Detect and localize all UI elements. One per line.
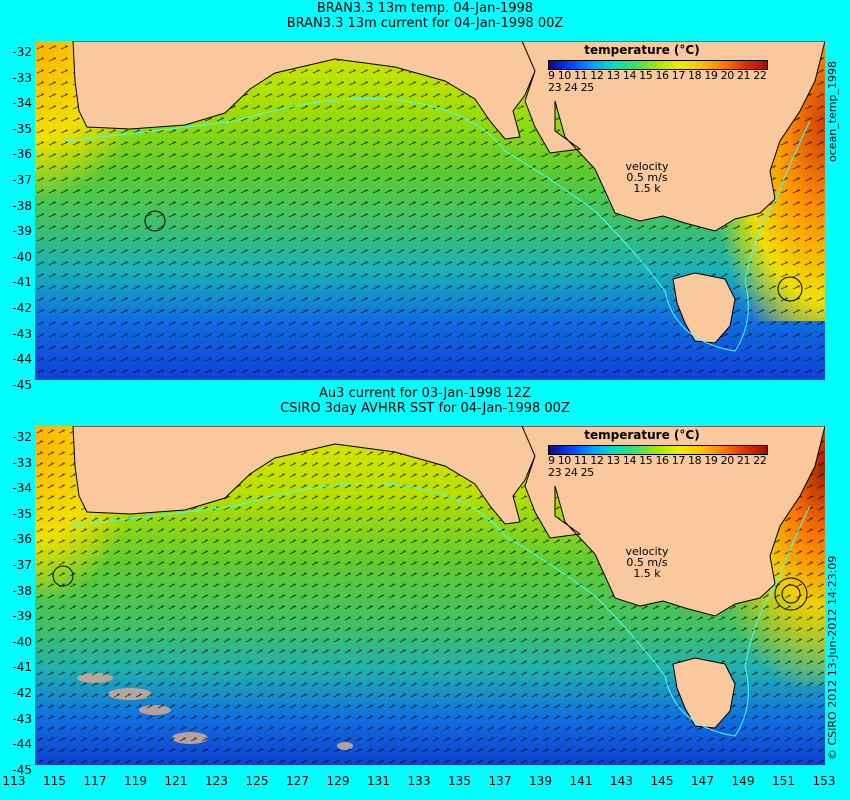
longitude-tick-label: 119 [124, 774, 147, 788]
longitude-tick-label: 115 [43, 774, 66, 788]
longitude-tick-label: 145 [650, 774, 674, 788]
velocity-knots: 1.5 k [633, 567, 661, 580]
tasmania [672, 657, 736, 729]
latitude-tick-label: -45 [12, 762, 32, 777]
latitude-tick-label: -32 [12, 45, 32, 59]
longitude-tick-label: 149 [731, 774, 755, 788]
longitude-tick-label: 123 [205, 774, 228, 788]
bottom-temperature-legend: temperature (°C) 9 10 11 12 13 14 15 16 … [512, 429, 772, 479]
bottom-velocity-key: velocity 0.5 m/s 1.5 k [617, 546, 677, 579]
velocity-label: velocity [625, 160, 669, 173]
longitude-tick-label: 153 [812, 774, 836, 788]
latitude-tick-label: -34 [12, 96, 32, 111]
latitude-tick-label: -41 [12, 660, 32, 675]
bottom-map-svg [35, 426, 825, 765]
legend-colorbar [548, 445, 768, 455]
longitude-tick-label: 125 [245, 774, 269, 788]
longitude-tick-label: 147 [691, 774, 714, 788]
latitude-tick-label: -43 [12, 326, 32, 341]
top-map-panel[interactable] [35, 41, 825, 380]
top-temperature-legend: temperature (°C) 9 10 11 12 13 14 15 16 … [512, 44, 772, 94]
top-side-label: ocean_temp_1998 [826, 60, 839, 162]
bottom-map-panel[interactable] [35, 426, 825, 765]
longitude-tick-label: 127 [286, 774, 309, 788]
latitude-tick-label: -36 [12, 532, 32, 547]
tasmania [672, 272, 736, 344]
latitude-tick-label: -32 [12, 430, 32, 444]
bottom-title-line2: CSIRO 3day AVHRR SST for 04-Jan-1998 00Z [280, 401, 570, 416]
latitude-tick-label: -37 [12, 558, 32, 572]
latitude-tick-label: -39 [12, 609, 32, 624]
latitude-tick-label: -45 [12, 377, 32, 392]
longitude-tick-label: 117 [83, 774, 107, 788]
latitude-tick-label: -34 [12, 481, 32, 496]
legend-ticks: 9 10 11 12 13 14 15 16 17 18 19 20 21 22… [548, 454, 767, 479]
velocity-speed: 0.5 m/s [626, 556, 668, 569]
longitude-tick-label: 139 [529, 774, 552, 788]
latitude-tick-label: -33 [12, 455, 32, 470]
longitude-tick-label: 143 [610, 774, 633, 788]
legend-title: temperature (°C) [584, 428, 700, 442]
longitude-tick-label: 133 [407, 774, 431, 788]
top-velocity-key: velocity 0.5 m/s 1.5 k [617, 161, 677, 194]
velocity-knots: 1.5 k [633, 182, 661, 195]
bottom-title-line1: Au3 current for 03-Jan-1998 12Z [319, 386, 531, 401]
legend-ticks: 9 10 11 12 13 14 15 16 17 18 19 20 21 22… [548, 69, 767, 94]
top-title-line1: BRAN3.3 13m temp. 04-Jan-1998 [316, 1, 534, 16]
longitude-tick-label: 135 [448, 774, 471, 788]
longitude-tick-label: 113 [2, 774, 26, 788]
mainland-australia-east [521, 426, 825, 617]
latitude-tick-label: -42 [12, 686, 32, 700]
latitude-tick-label: -41 [12, 275, 32, 290]
velocity-label: velocity [625, 545, 669, 558]
latitude-tick-label: -38 [12, 198, 32, 213]
longitude-tick-label: 131 [367, 774, 390, 788]
top-map-svg [35, 41, 825, 380]
mainland-australia [72, 426, 536, 525]
latitude-tick-label: -35 [12, 121, 32, 136]
latitude-tick-label: -33 [12, 70, 32, 85]
longitude-tick-label: 151 [772, 774, 795, 788]
bottom-side-label: © CSIRO 2012 13-Jun-2012 14:23:09 [826, 555, 839, 760]
latitude-tick-label: -36 [12, 147, 32, 162]
latitude-tick-label: -40 [12, 249, 32, 264]
longitude-tick-label: 129 [326, 774, 350, 788]
latitude-tick-label: -37 [12, 173, 32, 187]
longitude-tick-label: 121 [164, 774, 188, 788]
longitude-tick-label: 137 [488, 774, 512, 788]
latitude-tick-label: -38 [12, 583, 32, 598]
latitude-tick-label: -35 [12, 506, 32, 521]
mainland-australia [72, 41, 536, 140]
legend-title: temperature (°C) [584, 43, 700, 57]
velocity-speed: 0.5 m/s [626, 171, 668, 184]
mainland-australia-east [521, 41, 825, 232]
latitude-tick-label: -39 [12, 224, 32, 239]
latitude-tick-label: -44 [12, 352, 32, 367]
top-title-line2: BRAN3.3 13m current for 04-Jan-1998 00Z [286, 16, 564, 31]
latitude-tick-label: -43 [12, 711, 32, 726]
latitude-tick-label: -40 [12, 634, 32, 649]
latitude-tick-label: -42 [12, 301, 32, 315]
longitude-tick-label: 141 [569, 774, 593, 788]
legend-colorbar [548, 60, 768, 70]
latitude-tick-label: -44 [12, 737, 32, 752]
